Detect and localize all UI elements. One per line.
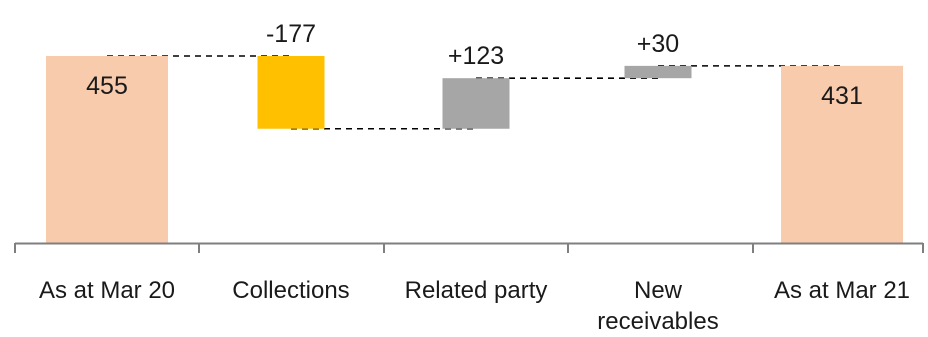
tick-label-3: Related party [405, 277, 548, 304]
tick-label-5: As at Mar 21 [774, 277, 910, 304]
bar-layer [46, 56, 903, 243]
data-label-4: +30 [637, 30, 679, 58]
tick-label-4: New receivables [597, 277, 718, 335]
x-axis [14, 242, 924, 253]
data-label-3: +123 [448, 42, 504, 70]
tick-label-line: Related party [405, 277, 548, 304]
tick-label-layer: As at Mar 20 Collections Related party New r… [39, 277, 910, 335]
data-label-layer: 455 -177 +123 +30 431 [86, 20, 863, 110]
tick-label-line: As at Mar 20 [39, 277, 175, 304]
data-label-1: 455 [86, 72, 128, 100]
bar-1 [46, 56, 168, 243]
bar-4 [624, 65, 692, 79]
tick-label-1: As at Mar 20 [39, 277, 175, 304]
bar-2 [257, 56, 325, 129]
tick-label-2: Collections [232, 277, 349, 304]
tick-label-line: receivables [597, 308, 718, 335]
tick-label-line: New [634, 277, 683, 304]
bar-5 [781, 65, 903, 243]
data-label-2: -177 [266, 20, 316, 48]
tick-label-line: Collections [232, 277, 349, 304]
data-label-5: 431 [821, 82, 863, 110]
tick-label-line: As at Mar 21 [774, 277, 910, 304]
bar-3 [442, 78, 510, 129]
